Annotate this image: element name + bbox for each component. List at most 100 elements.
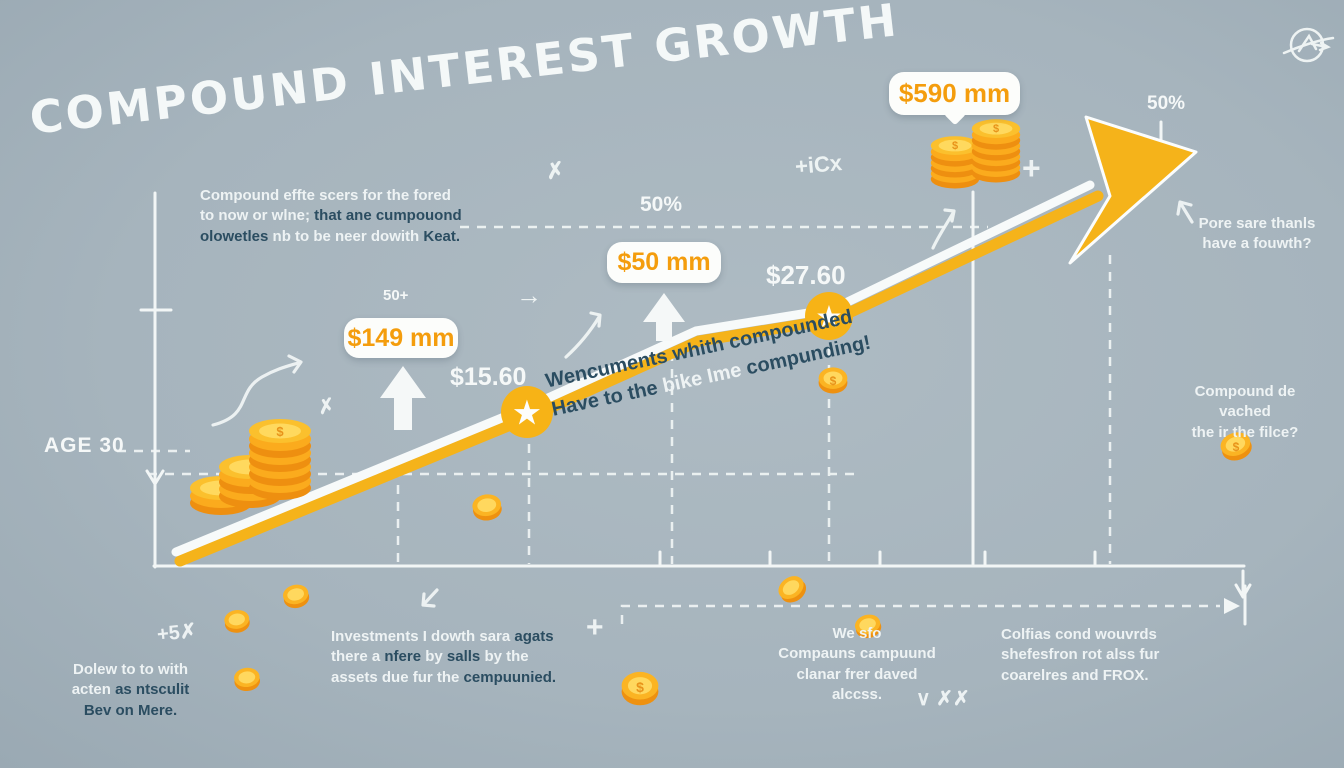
growth-line-white — [171, 180, 1095, 557]
note-text-dark: as ntsculit — [115, 681, 190, 699]
note-text-dark: agats — [514, 628, 554, 645]
fifty-plus-label: 50+ — [383, 287, 409, 304]
intro-text-dark: that ane cumpouond — [314, 207, 462, 225]
note-line: assets due fur the cempuunied. — [331, 668, 561, 688]
note-line: Investments I dowth sara agats — [331, 627, 561, 647]
age-label: AGE 30 — [44, 434, 125, 457]
cross-doodle-icon: ✗ — [544, 156, 567, 185]
bracket-arrows — [1224, 598, 1240, 614]
note-line: acten as ntsculit — [38, 680, 223, 700]
plus-doodle-icon: + — [1022, 150, 1041, 186]
question-line: the ir the filce? — [1191, 423, 1299, 441]
star-icon: ★ — [817, 302, 841, 332]
big-arrowhead-icon — [1068, 115, 1198, 265]
bottom-note-2: Investments I dowth sara agats there a n… — [331, 627, 561, 688]
bottom-note-4: Colfias cond wouvrds shefesfron rot alss… — [1001, 625, 1161, 686]
intro-text: Compound effte scers for the fored — [200, 187, 451, 204]
coin-icon — [223, 608, 251, 635]
note-text-dark: cempuunied. — [463, 668, 557, 686]
value-label-1: $15.60 — [450, 363, 527, 391]
intro-line-1: Compound effte scers for the fored — [200, 186, 480, 206]
intro-text-dark: Keat. — [423, 227, 461, 245]
note-text: Investments I dowth sara — [331, 628, 515, 645]
note-line: Dolew to to with — [73, 661, 188, 678]
compass-icon — [1282, 27, 1335, 63]
note-line: shefesfron rot alss fur — [1001, 646, 1160, 664]
intro-line-2: to now or wlne; that ane cumpouond — [200, 206, 480, 226]
down-arrow-icon-right — [1234, 569, 1252, 599]
bracket-arrowhead-icon — [1224, 598, 1240, 614]
callout-50mm: $50 mm — [607, 242, 721, 283]
note-line: clanar frer daved — [796, 665, 918, 683]
coin-icon — [233, 666, 261, 693]
block-up-arrows — [380, 293, 685, 430]
intro-note: Compound effte scers for the fored to no… — [200, 186, 480, 247]
note-line: there a nfere by salls by the — [331, 647, 561, 667]
pct-doodle: +5✗ — [156, 619, 198, 647]
callout-label: $149 mm — [347, 323, 455, 352]
bottom-note-3: We sfo Compauns campuund clanar frer dav… — [773, 624, 941, 705]
up-left-arrow-icon — [1176, 200, 1194, 224]
note-text: there a — [331, 648, 385, 666]
note-text: by the — [484, 648, 529, 666]
down-arrow-icon-axis — [145, 469, 165, 486]
intro-text: to now or wlne; — [200, 207, 315, 225]
pct-mid-label: 50% — [640, 193, 683, 216]
s-curve-arrow-icon — [211, 354, 303, 427]
coin-dollar-glyph: $ — [636, 679, 644, 695]
question-note: Compound de vached the ir the filce? — [1170, 382, 1320, 443]
milestone-circle — [805, 292, 853, 340]
dashed-gridlines — [117, 225, 1220, 624]
bottom-note-1: Dolew to to with acten as ntsculit Bev o… — [38, 660, 223, 721]
bottom-bracket-dashed — [620, 604, 1220, 624]
coin-dollar-glyph: $ — [830, 374, 837, 388]
value-label-2: $27.60 — [766, 260, 846, 290]
note-text: assets due fur the — [331, 668, 464, 686]
note-text-dark: nfere — [384, 648, 426, 666]
note-line: coarelres and FROX. — [1001, 666, 1149, 684]
down-arrows — [145, 469, 1252, 599]
milestone-marker-2: ★ — [805, 292, 853, 340]
side-note-right: Pore sare thanls have a fouwth? — [1196, 214, 1318, 255]
note-line: alccss. — [831, 685, 883, 703]
note-line: We sfo — [832, 625, 882, 642]
scattered-coins: $ $ $ — [223, 367, 1255, 706]
coin-icon — [774, 571, 811, 608]
note-text-dark: salls — [446, 648, 485, 666]
coin-icon — [470, 492, 504, 523]
coin-dollar-glyph: $ — [952, 140, 958, 152]
formula-doodle: +iCx — [793, 149, 844, 180]
intro-text-dark: olowetles — [200, 227, 269, 245]
coin-dollar-glyph: $ — [276, 424, 284, 439]
up-arrow-icon-1 — [380, 366, 426, 430]
intro-line-3: olowetles nb to be neer dowith Keat. — [200, 227, 480, 247]
pct-top-label: 50% — [1147, 93, 1186, 114]
swoosh-arrow-icon — [564, 311, 602, 359]
up-right-arrow-icon — [931, 208, 956, 250]
coin-dollar-glyph: $ — [993, 123, 999, 135]
callout-label: $50 mm — [617, 248, 711, 276]
note-text: by — [425, 648, 447, 666]
right-arrow-doodle-icon: → — [516, 280, 542, 310]
coin-dollar-glyph: $ — [1233, 440, 1240, 454]
milestone-marker-1: ★ — [501, 386, 553, 438]
question-line: Compound de vached — [1194, 383, 1296, 421]
coin-icon — [281, 582, 312, 611]
note-line-dark: Bev on Mere. — [83, 701, 178, 719]
doodle-arrows — [211, 200, 1194, 608]
note-text: acten — [71, 681, 116, 699]
intro-text: nb to be neer dowith — [268, 227, 424, 245]
note-line: Colfias cond wouvrds — [1001, 626, 1157, 643]
note-line: Compauns campuund — [778, 645, 936, 663]
up-arrow-icon-2 — [643, 293, 685, 341]
side-note-line: Pore sare thanls — [1198, 215, 1316, 232]
callout-590mm: $590 mm — [889, 72, 1020, 126]
growth-line-yellow — [174, 190, 1104, 567]
check-cross-doodle: ∨ ✗✗ — [916, 688, 970, 710]
milestone-circle — [501, 386, 553, 438]
star-icon: ★ — [514, 397, 541, 430]
coin-stack-left-icon: $ — [190, 419, 311, 515]
side-note-line: have a fouwth? — [1202, 235, 1312, 253]
